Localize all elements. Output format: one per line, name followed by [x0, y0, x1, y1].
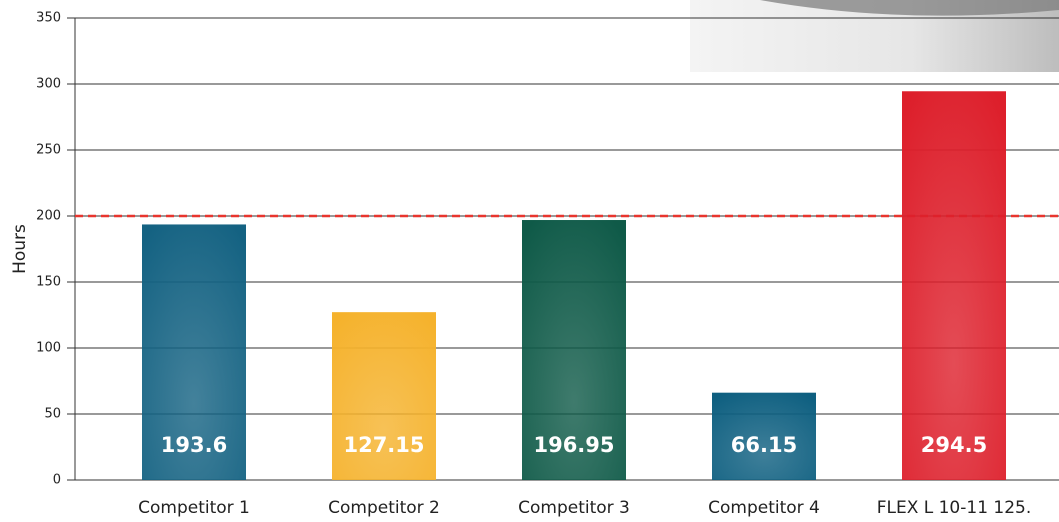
chart: Hours 0 50 100 150 200 250 300 350 Competitor 1 C…: [0, 0, 1059, 522]
x-tick-label: FLEX L 10-11 125.: [877, 498, 1032, 518]
y-tick-label: 150: [36, 275, 61, 290]
x-tick-label: Competitor 3: [518, 498, 630, 518]
value-label: 66.15: [731, 433, 797, 457]
x-tick-label: Competitor 4: [708, 498, 820, 518]
y-tick-label: 200: [36, 209, 61, 224]
y-axis-label: Hours: [10, 224, 30, 274]
x-tick-label: Competitor 1: [138, 498, 250, 518]
value-label: 193.6: [161, 433, 227, 457]
x-tick-label: Competitor 2: [328, 498, 440, 518]
y-tick-label: 100: [36, 341, 61, 356]
y-tick-label: 50: [44, 407, 61, 422]
y-tick-label: 0: [53, 473, 61, 488]
bar: [902, 91, 1006, 480]
y-tick-label: 250: [36, 143, 61, 158]
y-tick-label: 300: [36, 77, 61, 92]
value-label: 294.5: [921, 433, 987, 457]
y-tick-label: 350: [36, 11, 61, 26]
value-label: 127.15: [343, 433, 424, 457]
value-label: 196.95: [533, 433, 614, 457]
